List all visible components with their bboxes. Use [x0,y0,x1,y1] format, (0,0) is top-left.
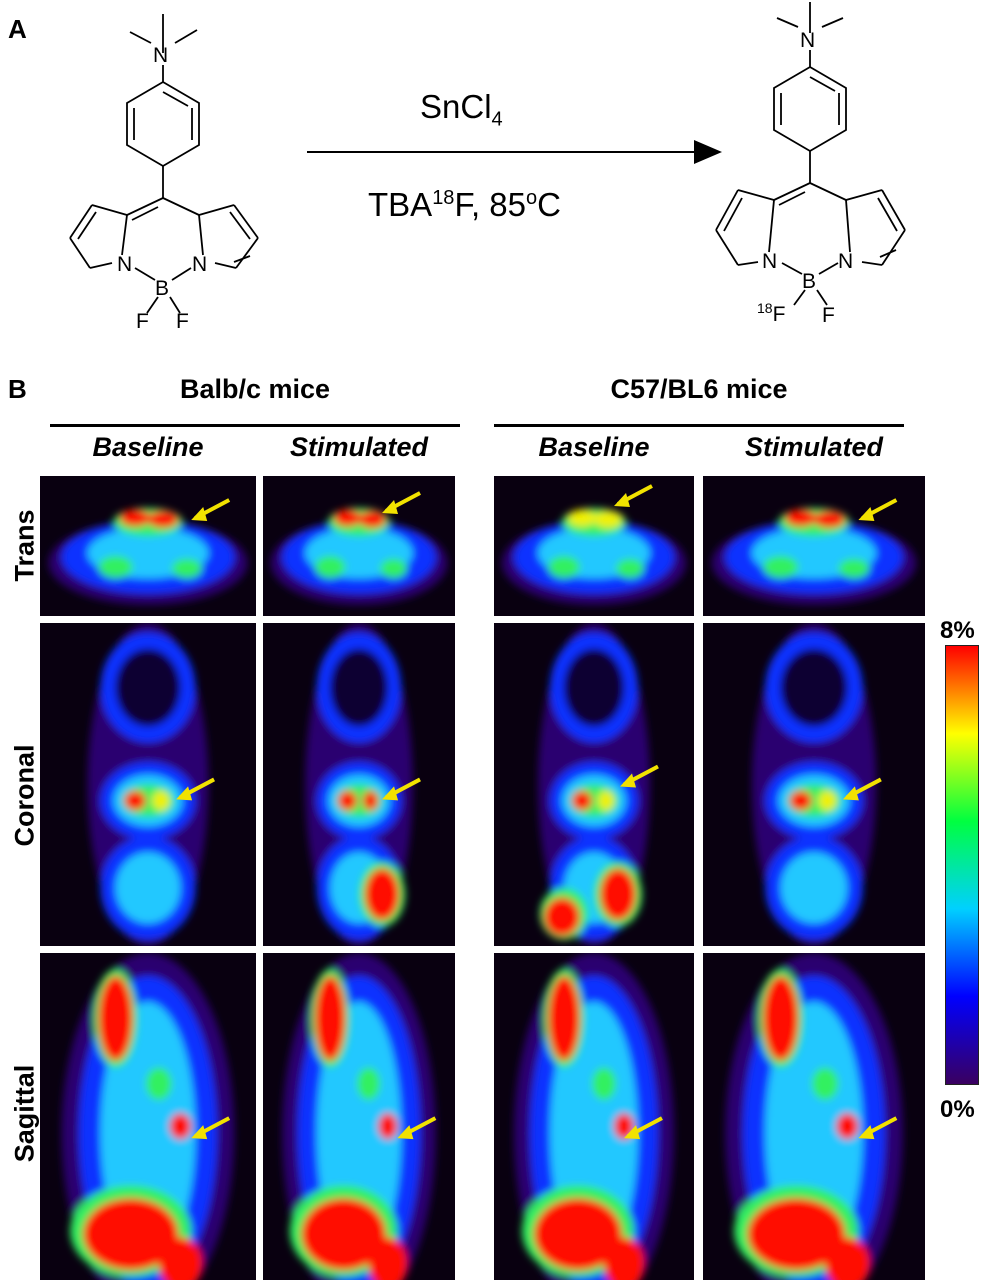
colorbar-max-label: 8% [940,617,975,644]
condition-label-c57-stimulated: Stimulated [744,432,884,462]
reagent-top: SnCl4 [420,88,503,132]
row-label-sagittal: Sagittal [9,1064,40,1163]
condition-label-balbc-stimulated: Stimulated [289,432,429,462]
pet-image-sagittal-balbc-baseline [40,953,256,1280]
pet-image-coronal-balbc-stimulated [263,623,455,946]
colorbar-min-label: 0% [940,1096,975,1123]
atom-n-left-reactant: N [117,253,133,276]
atom-f-left-reactant: F [136,310,149,333]
atom-f-right-product: F [822,304,835,327]
colorbar [945,645,979,1085]
atom-n-amine-reactant: N [153,44,169,67]
row-label-coronal: Coronal [9,744,40,847]
pet-image-coronal-balbc-baseline [40,623,256,946]
pet-scan-graphic [538,623,659,946]
row-label-trans: Trans [9,509,40,582]
atom-18f-symbol: F [772,303,786,326]
reagent-sncl-text: SnCl [420,88,492,125]
pet-scan-graphic [725,953,903,1280]
panel-letter-a: A [8,14,27,44]
pet-image-trans-c57-stimulated [703,476,925,616]
pet-scan-graphic [87,623,216,946]
pet-image-trans-balbc-stimulated [263,476,455,616]
reagent-c-text: C [537,186,561,223]
pet-scan-graphic [48,498,248,605]
group-label-balbc: Balb/c mice [179,374,331,404]
atom-n-left-product: N [762,250,778,273]
pet-image-trans-balbc-baseline [40,476,256,616]
pet-scan-graphic [270,491,448,605]
pet-scan-graphic [751,623,882,946]
pet-scan-graphic [502,484,686,605]
atom-n-right-product: N [838,250,854,273]
pet-image-coronal-c57-stimulated [703,623,925,946]
condition-label-c57-baseline: Baseline [538,432,650,462]
pet-image-sagittal-balbc-stimulated [263,953,455,1280]
atom-n-right-reactant: N [192,253,208,276]
product-molecule [715,2,906,306]
group-underline-balbc [50,424,460,427]
reagent-18-sup: 18 [432,187,455,209]
reagent-degree-sup: o [525,187,538,209]
pet-scan-graphic [514,953,674,1280]
condition-label-balbc-baseline: Baseline [92,432,204,462]
reagent-bottom: TBA18F, 85oC [368,186,561,224]
reagent-sncl-sub: 4 [491,108,503,131]
pet-scan-graphic [61,953,235,1280]
atom-b-reactant: B [155,277,170,300]
pet-image-sagittal-c57-stimulated [703,953,925,1280]
atom-f-right-reactant: F [176,310,189,333]
reactant-molecule [69,14,259,314]
pet-scan-graphic [711,498,917,605]
atom-18f-product: 18F [757,300,785,327]
atom-n-amine-product: N [800,29,816,52]
panel-letter-b: B [8,374,27,404]
isotope-18-label: 18 [757,300,773,316]
pet-image-trans-c57-baseline [494,476,694,616]
group-underline-c57bl6 [494,424,904,427]
atom-b-product: B [802,270,817,293]
group-label-c57bl6: C57/BL6 mice [610,374,788,404]
reaction-scheme [69,2,906,314]
pet-scan-graphic [282,953,437,1280]
reagent-temp-text: F, 85 [454,186,526,223]
pet-image-sagittal-c57-baseline [494,953,694,1280]
pet-image-coronal-c57-baseline [494,623,694,946]
reagent-tba-text: TBA [368,186,433,223]
pet-scan-graphic [305,623,421,946]
